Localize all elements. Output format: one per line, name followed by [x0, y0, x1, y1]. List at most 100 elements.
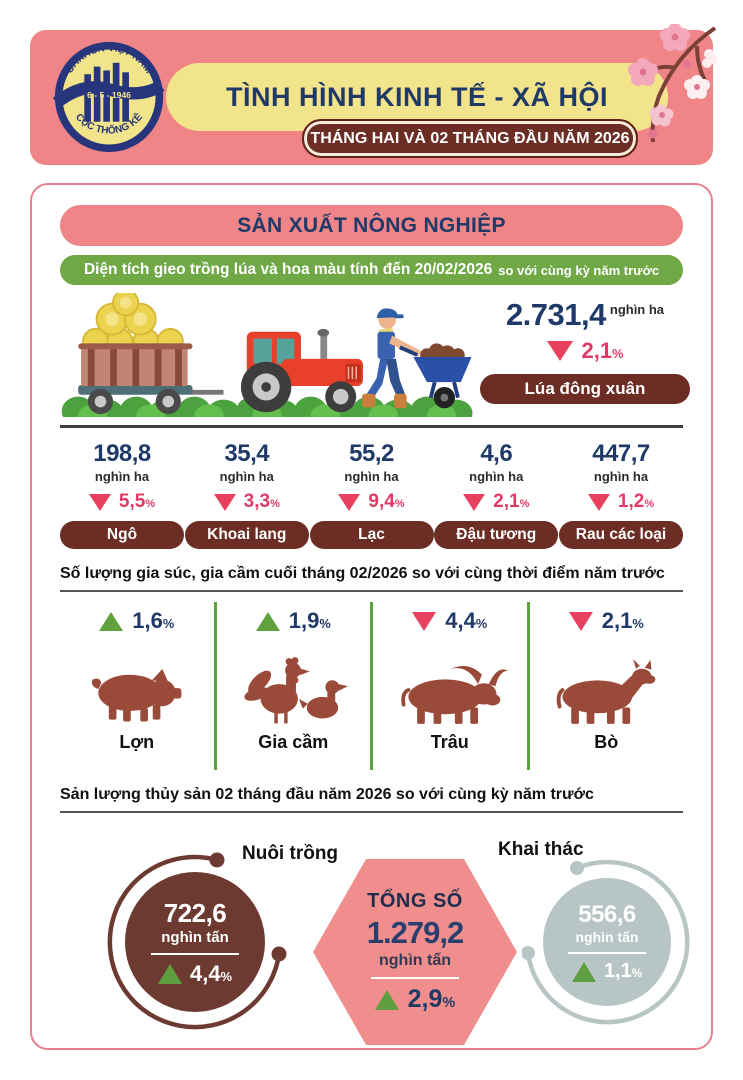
crop-change-value: 3,3: [243, 491, 271, 512]
pig-icon: [92, 669, 182, 722]
capture-label: Khai thác: [498, 839, 584, 860]
livestock-stat-cow: 2,1%: [530, 602, 684, 770]
header-banner: CHXHCN VIỆT NAM 6 - 5 - 1946 CỤC THỐNG K…: [30, 24, 717, 165]
crops-banner-text: Diện tích gieo trồng lúa và hoa màu tính…: [83, 261, 493, 278]
aquaculture-ring-icon: [107, 852, 287, 1030]
fishery-diagram: Nuôi trồng 722,6 nghìn tấn 4,4% TỔNG SỐ …: [60, 821, 690, 1048]
aquaculture-value: 722,6: [163, 897, 227, 928]
rice-change: 2,1%: [480, 338, 690, 364]
percent-sign: %: [631, 967, 643, 980]
down-triangle-icon: [568, 611, 593, 631]
percent-sign: %: [394, 498, 405, 510]
crop-value: 4,6: [480, 440, 513, 467]
percent-sign: %: [612, 346, 624, 361]
down-triangle-icon: [88, 493, 111, 511]
aquaculture-label: Nuôi trồng: [242, 843, 339, 864]
aquaculture-unit: nghìn tấn: [161, 928, 229, 946]
livestock-label: Lợn: [119, 732, 155, 752]
percent-sign: %: [632, 616, 644, 631]
crop-label-badge: Khoai lang: [184, 521, 309, 549]
gso-logo: CHXHCN VIỆT NAM 6 - 5 - 1946 CỤC THỐNG K…: [52, 39, 166, 155]
livestock-label: Gia cầm: [258, 732, 329, 752]
crop-label-badge: Ngô: [60, 521, 184, 549]
crops-row: 198,8 nghìn ha 5,5% Ngô 35,4 nghìn ha 3,…: [60, 440, 683, 549]
total-hexagon: TỔNG SỐ 1.279,2 nghìn tấn 2,9%: [313, 859, 517, 1045]
livestock-stat-pig: 1,6% Lợn: [60, 602, 217, 770]
percent-sign: %: [145, 498, 156, 510]
livestock-change-value: 1,9: [288, 608, 320, 633]
crop-stat-ngo: 198,8 nghìn ha 5,5% Ngô: [60, 440, 184, 549]
percent-sign: %: [644, 498, 655, 510]
up-triangle-icon: [99, 611, 124, 631]
rice-change-value: 2,1: [581, 338, 613, 363]
livestock-label: Trâu: [430, 732, 469, 752]
rice-value: 2.731,4 nghìn ha: [480, 297, 690, 333]
livestock-change-value: 1,6: [132, 608, 163, 633]
logo-year-text: 6 - 5 - 1946: [87, 90, 131, 100]
subtitle-badge: THÁNG HAI VÀ 02 THÁNG ĐẦU NĂM 2026: [302, 119, 638, 158]
total-label: TỔNG SỐ: [367, 890, 463, 912]
section-title-bar: SẢN XUẤT NÔNG NGHIỆP: [60, 205, 683, 246]
down-triangle-icon: [338, 493, 361, 511]
percent-sign: %: [442, 995, 456, 1011]
crop-value: 447,7: [592, 440, 650, 467]
percent-sign: %: [519, 498, 530, 510]
crop-value: 35,4: [224, 440, 270, 467]
aquaculture-change-value: 4,4: [190, 960, 221, 986]
poultry-icon: [244, 657, 349, 724]
crop-unit: nghìn ha: [94, 469, 150, 484]
crop-change-value: 5,5: [118, 491, 146, 512]
rice-number: 2.731,4: [505, 297, 606, 332]
up-triangle-icon: [374, 989, 399, 1010]
crop-stat-lac: 55,2 nghìn ha 9,4% Lạc: [309, 440, 434, 549]
divider-line: [60, 425, 683, 428]
cow-icon: [556, 659, 656, 724]
livestock-heading: Số lượng gia súc, gia cầm cuối tháng 02/…: [60, 565, 683, 592]
livestock-stat-poultry: 1,9%: [217, 602, 373, 770]
down-triangle-icon: [463, 493, 486, 511]
page-title: TÌNH HÌNH KINH TẾ - XÃ HỘI: [226, 81, 608, 112]
crop-change-value: 2,1: [493, 491, 520, 512]
crop-value: 55,2: [349, 440, 394, 467]
buffalo-icon: [400, 665, 508, 724]
subtitle-text: THÁNG HAI VÀ 02 THÁNG ĐẦU NĂM 2026: [310, 129, 630, 147]
total-value: 1.279,2: [366, 915, 464, 950]
down-triangle-icon: [213, 493, 236, 511]
crops-banner: Diện tích gieo trồng lúa và hoa màu tính…: [60, 255, 683, 285]
up-triangle-icon: [158, 963, 183, 984]
crop-value: 198,8: [93, 440, 151, 467]
up-triangle-icon: [255, 611, 280, 631]
crop-stat-dau-tuong: 4,6 nghìn ha 2,1% Đậu tương: [434, 440, 559, 549]
tractor-scene-illustration: [61, 293, 473, 417]
capture-circle: 556,6 nghìn tấn 1,1%: [543, 878, 671, 1006]
divider-line: [371, 977, 459, 979]
rice-unit: nghìn ha: [609, 301, 665, 317]
section-title: SẢN XUẤT NÔNG NGHIỆP: [237, 213, 506, 237]
livestock-row: 1,6% Lợn: [60, 602, 683, 770]
rice-label-badge: Lúa đông xuân: [480, 374, 690, 404]
divider-line: [151, 952, 239, 955]
crop-unit: nghìn ha: [344, 469, 399, 484]
divider-line: [568, 952, 646, 954]
capture-unit: nghìn tấn: [575, 929, 639, 945]
crop-unit: nghìn ha: [469, 469, 524, 484]
content-panel: SẢN XUẤT NÔNG NGHIỆP Diện tích gieo trồn…: [30, 183, 713, 1050]
crop-stat-khoai-lang: 35,4 nghìn ha 3,3% Khoai lang: [184, 440, 309, 549]
percent-sign: %: [319, 616, 331, 631]
crop-label-badge: Đậu tương: [434, 521, 559, 549]
aquaculture-circle: 722,6 nghìn tấn 4,4%: [125, 872, 265, 1012]
crop-change-value: 9,4: [368, 491, 395, 512]
crop-stat-rau: 447,7 nghìn ha 1,2% Rau các loại: [559, 440, 683, 549]
fishery-heading: Sản lượng thủy sản 02 tháng đầu năm 2026…: [60, 786, 683, 813]
capture-value: 556,6: [578, 901, 636, 928]
rice-illustration-row: 2.731,4 nghìn ha 2,1% Lúa đông xuân: [60, 293, 690, 417]
livestock-stat-buffalo: 4,4% Trâu: [373, 602, 530, 770]
percent-sign: %: [270, 498, 280, 510]
livestock-change-value: 2,1: [601, 608, 633, 633]
down-triangle-icon: [587, 493, 610, 511]
logo-emblem-icon: CHXHCN VIỆT NAM 6 - 5 - 1946 CỤC THỐNG K…: [52, 41, 165, 153]
livestock-label: Bò: [594, 732, 619, 752]
crop-unit: nghìn ha: [593, 469, 649, 484]
cherry-blossom-icon: [628, 24, 717, 142]
percent-sign: %: [475, 616, 488, 631]
